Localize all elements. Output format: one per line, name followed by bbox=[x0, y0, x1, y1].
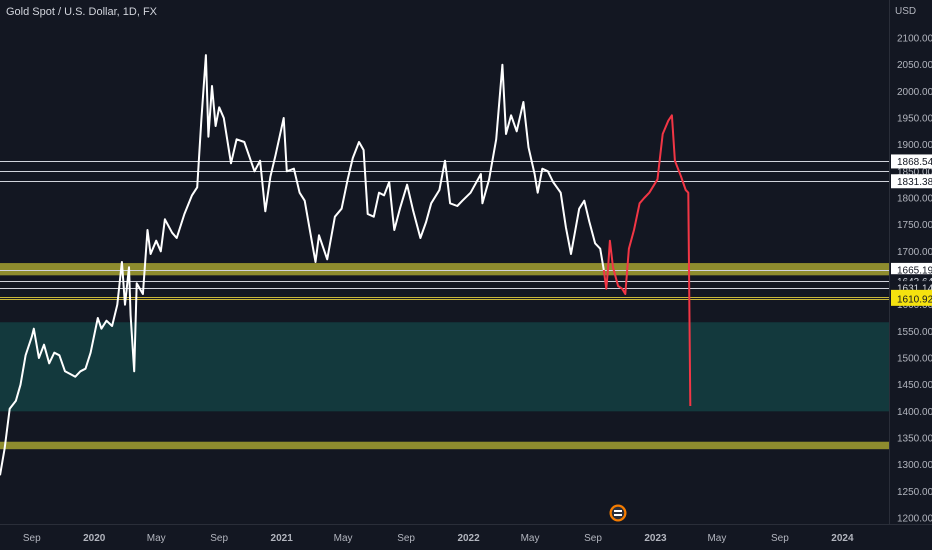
x-tick-label: May bbox=[147, 533, 166, 544]
zone-band-1 bbox=[0, 322, 889, 412]
x-tick-label: Sep bbox=[584, 533, 602, 544]
x-tick-label: 2020 bbox=[83, 533, 106, 544]
tradingview-logo-icon[interactable] bbox=[609, 504, 627, 522]
price-series-0 bbox=[0, 54, 605, 476]
y-tick-label: 1400.00 bbox=[897, 407, 932, 418]
x-tick-label: 2022 bbox=[457, 533, 480, 544]
y-tick-label: 1850.00 bbox=[897, 167, 932, 178]
level-badge-8 bbox=[891, 291, 932, 306]
x-tick-label: Sep bbox=[397, 533, 415, 544]
y-tick-label: 1300.00 bbox=[897, 460, 932, 471]
level-badge-label-6: 1631.14 bbox=[897, 284, 932, 295]
y-tick-label: 1750.00 bbox=[897, 220, 932, 231]
x-tick-label: May bbox=[707, 533, 726, 544]
y-tick-label: 1550.00 bbox=[897, 327, 932, 338]
zone-band-0 bbox=[0, 263, 889, 276]
y-tick-label: 1800.00 bbox=[897, 194, 932, 205]
y-tick-label: 1500.00 bbox=[897, 354, 932, 365]
level-badge-2 bbox=[891, 174, 932, 189]
y-tick-label: 2100.00 bbox=[897, 34, 932, 45]
x-tick-label: May bbox=[521, 533, 540, 544]
y-tick-label: 1700.00 bbox=[897, 247, 932, 258]
y-tick-label: 1900.00 bbox=[897, 140, 932, 151]
level-badge-label-2: 1831.38 bbox=[897, 177, 932, 188]
x-tick-label: Sep bbox=[23, 533, 41, 544]
y-tick-label: 2050.00 bbox=[897, 60, 932, 71]
y-tick-label: 1200.00 bbox=[897, 514, 932, 525]
zone-band-2 bbox=[0, 441, 889, 450]
price-unit-label: USD bbox=[895, 6, 917, 17]
x-tick-label: 2023 bbox=[644, 533, 667, 544]
x-tick-label: Sep bbox=[771, 533, 789, 544]
x-tick-label: 2024 bbox=[831, 533, 854, 544]
level-badge-label-3: 1665.19 bbox=[897, 265, 932, 276]
y-tick-label: 2000.00 bbox=[897, 87, 932, 98]
y-tick-label: 1950.00 bbox=[897, 114, 932, 125]
x-tick-label: Sep bbox=[210, 533, 228, 544]
price-series-1 bbox=[602, 114, 692, 407]
level-badge-0 bbox=[891, 154, 932, 169]
chart-title: Gold Spot / U.S. Dollar, 1D, FX bbox=[6, 6, 158, 18]
level-badge-label-0: 1868.54 bbox=[897, 157, 932, 168]
x-tick-label: May bbox=[334, 533, 353, 544]
level-badge-label-8: 1610.92 bbox=[897, 294, 932, 305]
level-badge-3 bbox=[891, 262, 932, 277]
y-tick-label: 1350.00 bbox=[897, 434, 932, 445]
y-tick-label: 1450.00 bbox=[897, 380, 932, 391]
x-tick-label: 2021 bbox=[271, 533, 294, 544]
y-tick-label: 1250.00 bbox=[897, 487, 932, 498]
